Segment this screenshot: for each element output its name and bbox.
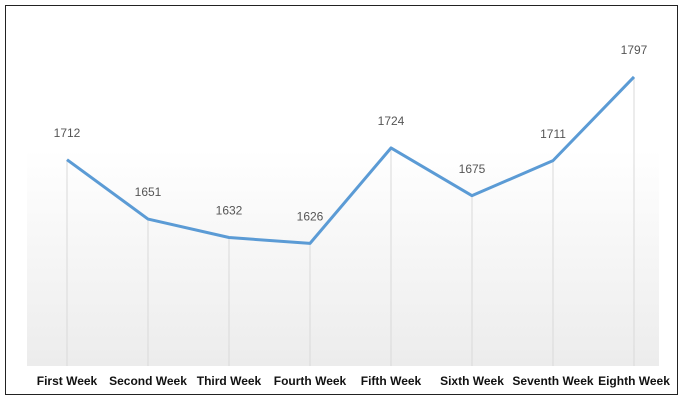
data-label: 1724	[378, 114, 405, 128]
x-tick-label: Sixth Week	[440, 374, 504, 388]
plot-background	[27, 150, 659, 366]
x-tick-label: Third Week	[197, 374, 262, 388]
data-label: 1711	[540, 127, 566, 141]
x-tick-label: Fourth Week	[274, 374, 347, 388]
x-tick-label: Seventh Week	[512, 374, 593, 388]
x-tick-label: Eighth Week	[598, 374, 670, 388]
data-label: 1626	[297, 210, 324, 224]
data-label: 1632	[216, 204, 243, 218]
data-label: 1651	[135, 185, 162, 199]
data-label: 1675	[459, 162, 486, 176]
data-label: 1797	[621, 43, 648, 57]
x-tick-label: Second Week	[109, 374, 187, 388]
x-tick-label: Fifth Week	[361, 374, 422, 388]
data-label: 1712	[54, 126, 81, 140]
x-tick-label: First Week	[37, 374, 98, 388]
line	[66, 75, 636, 245]
